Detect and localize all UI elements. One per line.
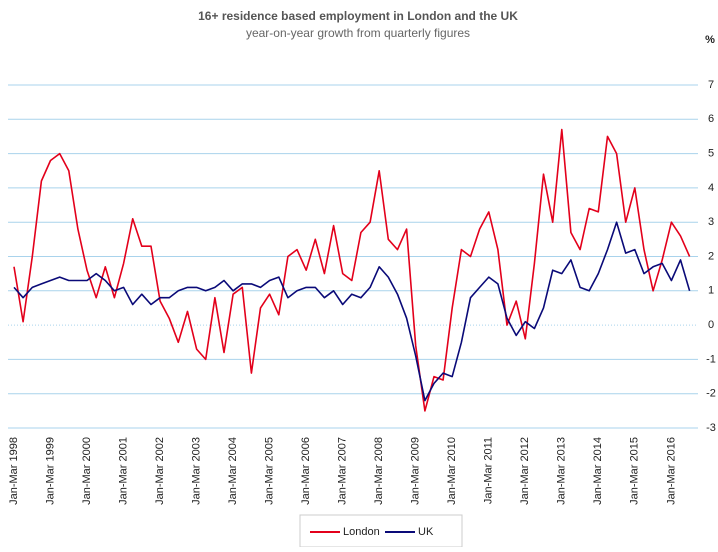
x-tick-label: Jan-Mar 2015 bbox=[629, 437, 641, 505]
y-tick-label: 6 bbox=[708, 113, 714, 125]
x-tick-label: Jan-Mar 2002 bbox=[154, 437, 166, 505]
y-tick-label: 7 bbox=[708, 79, 714, 91]
x-tick-label: Jan-Mar 2001 bbox=[117, 437, 129, 505]
x-tick-label: Jan-Mar 2005 bbox=[264, 437, 276, 505]
x-tick-label: Jan-Mar 2006 bbox=[300, 437, 312, 505]
x-tick-label: Jan-Mar 1998 bbox=[8, 437, 20, 505]
y-tick-label: 5 bbox=[708, 148, 714, 160]
y-tick-label: -3 bbox=[706, 422, 716, 434]
legend-label: London bbox=[343, 526, 380, 538]
y-tick-label: 1 bbox=[708, 285, 714, 297]
x-tick-label: Jan-Mar 2013 bbox=[556, 437, 568, 505]
y-tick-label: 3 bbox=[708, 216, 714, 228]
chart-subtitle: year-on-year growth from quarterly figur… bbox=[246, 26, 470, 40]
x-tick-label: Jan-Mar 2014 bbox=[592, 437, 604, 505]
x-tick-label: Jan-Mar 2011 bbox=[483, 437, 495, 504]
x-tick-label: Jan-Mar 2009 bbox=[410, 437, 422, 505]
series-line bbox=[13, 221, 691, 402]
x-tick-label: Jan-Mar 2010 bbox=[446, 437, 458, 505]
y-tick-label: 4 bbox=[708, 182, 714, 194]
x-tick-label: Jan-Mar 2016 bbox=[665, 437, 677, 505]
y-tick-label: 2 bbox=[708, 250, 714, 262]
chart-title: 16+ residence based employment in London… bbox=[198, 9, 518, 23]
y-tick-label: -2 bbox=[706, 388, 716, 400]
x-tick-label: Jan-Mar 2007 bbox=[337, 437, 349, 505]
x-tick-label: Jan-Mar 2000 bbox=[81, 437, 93, 505]
series-line bbox=[13, 128, 691, 412]
x-tick-label: Jan-Mar 1999 bbox=[44, 437, 56, 505]
y-unit: % bbox=[705, 34, 715, 46]
x-tick-label: Jan-Mar 2008 bbox=[373, 437, 385, 505]
x-tick-label: Jan-Mar 2012 bbox=[519, 437, 531, 505]
y-tick-label: -1 bbox=[706, 353, 716, 365]
legend-label: UK bbox=[418, 526, 434, 538]
x-tick-label: Jan-Mar 2004 bbox=[227, 437, 239, 505]
y-tick-label: 0 bbox=[708, 319, 714, 331]
x-tick-label: Jan-Mar 2003 bbox=[191, 437, 203, 505]
